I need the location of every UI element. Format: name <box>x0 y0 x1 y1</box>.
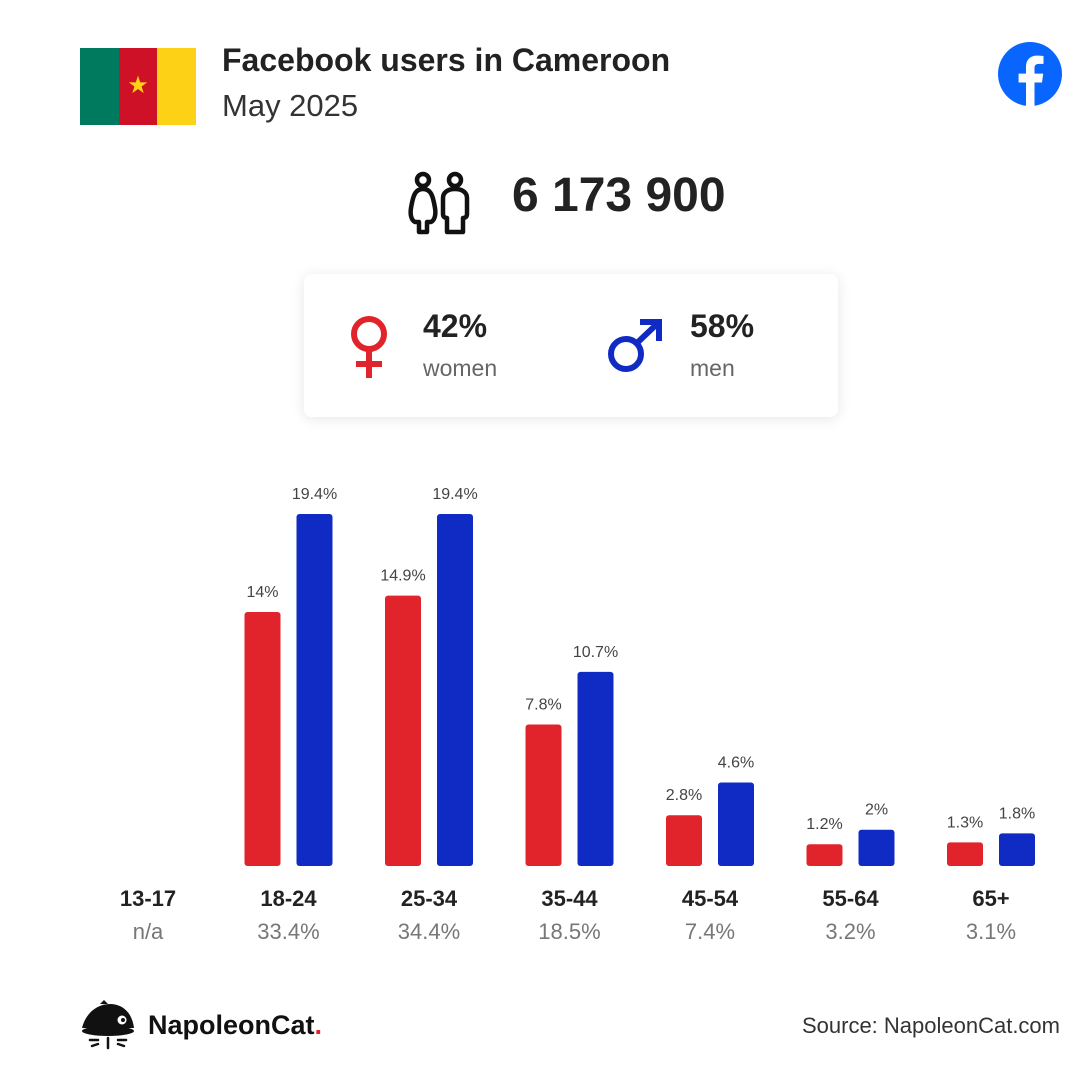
male-symbol-icon <box>608 319 662 372</box>
age-group-label-35-44: 35-44 <box>541 886 598 911</box>
age-group-total-45-54: 7.4% <box>685 919 735 944</box>
age-group-total-25-34: 34.4% <box>398 919 460 944</box>
age-gender-bar-chart: 13-17 n/a 14% 19.4% 18-24 33.4% 14.9% 19.4% 25-3… <box>120 486 1035 944</box>
men-percent: 58% <box>690 308 755 344</box>
bar-men-18-24 <box>296 514 333 866</box>
data-label-women-55-64: 1.2% <box>806 816 842 833</box>
source-credit: Source: NapoleonCat.com <box>801 1013 1060 1038</box>
data-label-women-25-34: 14.9% <box>380 568 425 585</box>
flag-green-stripe <box>80 48 119 125</box>
flag-yellow-stripe <box>157 48 197 125</box>
bar-women-25-34 <box>385 595 421 866</box>
age-group-total-18-24: 33.4% <box>257 919 319 944</box>
bar-women-55-64 <box>806 844 843 866</box>
age-group-label-18-24: 18-24 <box>260 886 317 911</box>
age-group-label-55-64: 55-64 <box>822 886 879 911</box>
data-label-men-18-24: 19.4% <box>292 486 337 503</box>
bar-women-35-44 <box>525 724 562 866</box>
age-group-label-25-34: 25-34 <box>401 886 458 911</box>
bar-women-18-24 <box>244 611 281 866</box>
bar-women-45-54 <box>666 815 702 866</box>
age-group-total-65plus: 3.1% <box>966 919 1016 944</box>
brand-name: NapoleonCat. <box>148 1010 322 1041</box>
flag-star-icon: ★ <box>127 72 149 99</box>
bar-women-65plus <box>947 842 983 866</box>
data-label-men-65plus: 1.8% <box>999 805 1035 822</box>
brand-name-text: NapoleonCat <box>148 1010 315 1040</box>
data-label-women-45-54: 2.8% <box>666 787 702 804</box>
page-subtitle: May 2025 <box>222 88 359 123</box>
age-group-total-55-64: 3.2% <box>825 919 875 944</box>
data-label-men-45-54: 4.6% <box>718 755 754 772</box>
bar-men-35-44 <box>577 671 614 866</box>
age-group-label-13-17: 13-17 <box>120 886 176 911</box>
cameroon-flag-icon: ★ <box>80 48 197 125</box>
napoleoncat-logo-icon <box>82 1000 134 1050</box>
total-users-value: 6 173 900 <box>512 169 726 222</box>
facebook-icon <box>998 42 1062 106</box>
data-label-women-18-24: 14% <box>246 584 278 601</box>
age-group-label-65plus: 65+ <box>972 886 1009 911</box>
data-label-men-55-64: 2% <box>865 802 888 819</box>
gender-split-card: 42% women 58% men <box>304 274 838 417</box>
data-label-women-35-44: 7.8% <box>525 696 561 713</box>
female-symbol-icon <box>351 316 387 378</box>
bar-men-25-34 <box>437 514 473 866</box>
brand-dot: . <box>314 1010 323 1040</box>
data-label-men-35-44: 10.7% <box>573 644 618 661</box>
page-title: Facebook users in Cameroon <box>222 42 671 78</box>
bar-men-65plus <box>999 833 1035 866</box>
flag-red-stripe: ★ <box>118 48 158 125</box>
women-label: women <box>423 355 498 381</box>
women-percent: 42% <box>423 308 488 344</box>
men-label: men <box>690 355 735 381</box>
age-group-label-45-54: 45-54 <box>682 886 739 911</box>
people-icon <box>408 171 470 235</box>
age-group-total-35-44: 18.5% <box>538 919 600 944</box>
data-label-men-25-34: 19.4% <box>432 486 477 503</box>
age-group-total-13-17: n/a <box>133 919 164 944</box>
bar-men-45-54 <box>718 782 754 866</box>
data-label-women-65plus: 1.3% <box>947 814 983 831</box>
bar-men-55-64 <box>858 829 895 866</box>
